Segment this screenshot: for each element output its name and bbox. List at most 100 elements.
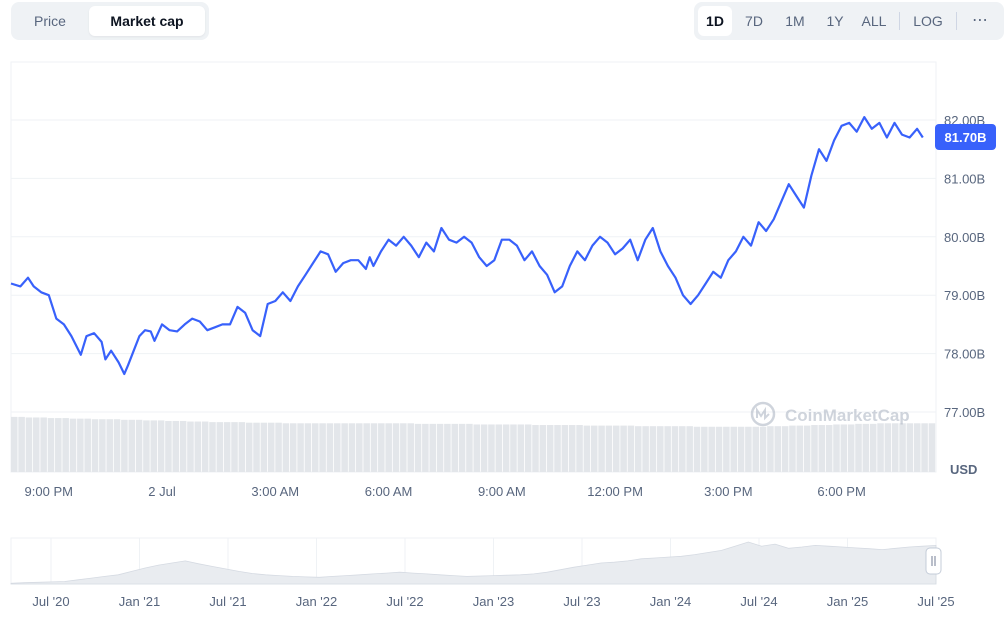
volume-bar	[275, 422, 282, 472]
volume-bar	[862, 423, 870, 472]
overview-x-tick-label: Jan '24	[650, 594, 692, 609]
x-tick-label: 2 Jul	[148, 484, 176, 499]
volume-bar	[47, 418, 55, 472]
volume-bar	[833, 424, 840, 472]
volume-bar	[767, 426, 774, 472]
volume-bar	[708, 426, 715, 472]
range-all-button[interactable]: ALL	[861, 13, 887, 29]
volume-bar	[267, 422, 275, 472]
volume-bar	[245, 422, 253, 472]
overview-x-tick-label: Jul '22	[386, 594, 423, 609]
volume-bar	[91, 419, 99, 472]
volume-bar	[370, 423, 378, 472]
overview-x-tick-label: Jan '22	[296, 594, 338, 609]
volume-bar	[737, 426, 745, 472]
volume-bar	[642, 426, 649, 472]
y-tick-label: 81.00B	[944, 171, 985, 186]
volume-bar	[488, 424, 495, 472]
range-1y-button[interactable]: 1Y	[826, 13, 844, 29]
overview-x-tick-label: Jan '23	[473, 594, 515, 609]
volume-bar	[385, 423, 392, 472]
volume-bar	[179, 420, 187, 472]
plot-frame	[10, 61, 937, 473]
volume-bar	[55, 418, 62, 472]
volume-bar	[319, 423, 326, 472]
volume-bar	[106, 419, 113, 472]
volume-bar	[803, 425, 811, 472]
volume-bar	[752, 426, 760, 472]
volume-bar	[238, 422, 246, 472]
volume-bar	[855, 423, 862, 472]
y-tick-label: 78.00B	[944, 347, 985, 362]
volume-bar	[715, 426, 723, 472]
grid-lines	[10, 61, 937, 473]
overview-x-tick-label: Jul '21	[209, 594, 246, 609]
overview-x-tick-label: Jan '21	[119, 594, 161, 609]
volume-bar	[311, 423, 319, 472]
log-scale-button[interactable]: LOG	[913, 13, 943, 29]
volume-bar	[583, 425, 591, 472]
volume-bar	[869, 423, 877, 472]
toolbar-divider	[899, 12, 900, 30]
volume-bar	[407, 423, 414, 472]
range-1d-button[interactable]: 1D	[698, 6, 732, 36]
volume-bar	[480, 424, 488, 472]
volume-bar	[774, 426, 782, 472]
volume-bar	[334, 423, 341, 472]
volume-bar	[458, 423, 466, 472]
overview-navigator[interactable]	[10, 537, 937, 585]
volume-bar	[877, 423, 884, 472]
x-axis-labels: 9:00 PM 2 Jul 3:00 AM 6:00 AM 9:00 AM 12:00 P…	[25, 484, 866, 499]
watermark: CoinMarketCap	[750, 401, 910, 427]
volume-bar	[466, 423, 473, 472]
volume-bar	[510, 424, 517, 472]
volume-bar	[378, 423, 385, 472]
volume-bar	[825, 425, 833, 472]
price-tab[interactable]: Price	[34, 13, 66, 29]
range-1m-button[interactable]: 1M	[785, 13, 805, 29]
y-tick-label: 80.00B	[944, 230, 985, 245]
navigator-handle[interactable]	[925, 547, 942, 575]
volume-bar	[172, 420, 180, 472]
volume-bar	[400, 423, 407, 472]
overview-frame	[10, 537, 937, 585]
volume-bar	[781, 426, 789, 472]
volume-bar	[165, 420, 172, 472]
volume-bar	[546, 425, 554, 472]
volume-bar	[62, 418, 69, 472]
volume-bar	[664, 426, 671, 472]
volume-bar	[502, 424, 510, 472]
volume-bar	[77, 418, 84, 472]
current-value-badge: 81.70B	[935, 124, 996, 150]
watermark-text: CoinMarketCap	[785, 406, 910, 425]
market-cap-tab[interactable]: Market cap	[89, 6, 205, 36]
volume-bar	[745, 426, 752, 472]
volume-bar	[473, 424, 481, 472]
volume-bar	[730, 426, 737, 472]
overview-x-tick-label: Jul '25	[917, 594, 954, 609]
volume-bar	[128, 419, 136, 472]
volume-bar	[818, 425, 826, 472]
overview-x-tick-label: Jul '24	[740, 594, 777, 609]
volume-bar	[216, 422, 224, 472]
volume-bar	[253, 422, 260, 472]
range-7d-button[interactable]: 7D	[745, 13, 763, 29]
coinmarketcap-logo-icon	[750, 401, 776, 427]
price-line	[10, 116, 924, 376]
volume-bar	[899, 423, 906, 472]
more-options-icon[interactable]: ⋯	[972, 12, 988, 29]
x-tick-label: 3:00 AM	[251, 484, 299, 499]
volume-bar	[18, 416, 25, 472]
volume-bar	[811, 425, 818, 472]
x-tick-label: 6:00 PM	[817, 484, 865, 499]
currency-label: USD	[950, 462, 977, 477]
volume-bar	[260, 422, 268, 472]
volume-bar	[143, 420, 150, 472]
volume-bar	[282, 423, 290, 472]
x-tick-label: 3:00 PM	[704, 484, 752, 499]
volume-bar	[789, 425, 796, 472]
volume-bar	[231, 422, 238, 472]
volume-bar	[561, 425, 569, 472]
volume-bar	[113, 419, 121, 472]
volume-bar	[524, 424, 532, 472]
